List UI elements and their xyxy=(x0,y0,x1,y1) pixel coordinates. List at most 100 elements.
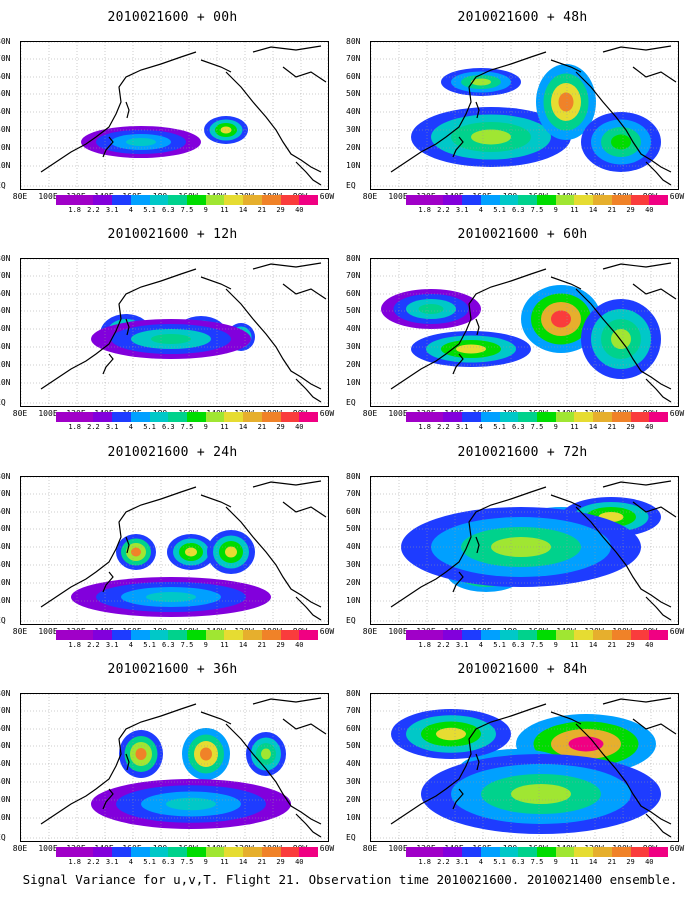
colorbar-swatch xyxy=(93,847,113,857)
variance-contour xyxy=(456,344,486,354)
colorbar-swatch xyxy=(574,630,594,640)
colorbar-swatch xyxy=(649,412,669,422)
colorbar-swatch xyxy=(243,630,262,640)
variance-map xyxy=(370,693,679,842)
variance-map xyxy=(370,41,679,190)
colorbar-level-label: 3.1 xyxy=(455,423,469,431)
latitude-tick-label: 80N xyxy=(346,37,361,46)
latitude-tick-label: 30N xyxy=(346,777,361,786)
grid-lines xyxy=(21,42,328,189)
colorbar-swatch xyxy=(56,630,75,640)
latitude-axis: 80N 70N 60N 50N 40N 30N 20N 10N EQ xyxy=(346,255,370,407)
latitude-tick-label: 50N xyxy=(346,306,361,315)
latitude-axis: 80N 70N 60N 50N 40N 30N 20N 10N EQ xyxy=(0,37,20,190)
panel-title: 2010021600 + 60h xyxy=(457,227,588,242)
colorbar: 1.8 2.2 3.1 4 5.1 6.3 7.5 9 11 14 21 29 40 xyxy=(56,630,319,650)
latitude-tick-label: 80N xyxy=(346,254,361,263)
latitude-tick-label: 60N xyxy=(0,724,11,733)
colorbar-level-label: 1.8 xyxy=(418,641,432,649)
colorbar-level-label: 9 xyxy=(203,206,208,214)
latitude-tick-label: 10N xyxy=(346,596,361,605)
latitude-tick-label: 10N xyxy=(0,161,11,170)
latitude-tick-label: 70N xyxy=(0,271,11,280)
variance-contour xyxy=(558,92,574,112)
colorbar-swatch xyxy=(555,630,575,640)
colorbar-swatch xyxy=(649,630,669,640)
colorbar-level-label: 4 xyxy=(128,206,133,214)
colorbar-level-label: 6.3 xyxy=(511,423,525,431)
colorbar-swatch xyxy=(518,847,538,857)
colorbar-level-label: 4 xyxy=(478,423,483,431)
colorbar-level-label: 21 xyxy=(607,641,617,649)
colorbar-swatch xyxy=(499,630,519,640)
coastlines xyxy=(40,697,327,838)
colorbar: 1.8 2.2 3.1 4 5.1 6.3 7.5 9 11 14 21 29 40 xyxy=(56,412,319,432)
colorbar-swatch xyxy=(424,412,444,422)
colorbar-swatch xyxy=(74,630,94,640)
colorbar-swatch xyxy=(593,412,612,422)
latitude-tick-label: 80N xyxy=(0,37,11,46)
colorbar-level-label: 7.5 xyxy=(530,423,544,431)
colorbar-level-label: 3.1 xyxy=(105,641,119,649)
latitude-tick-label: EQ xyxy=(0,181,6,190)
map-panel-48h: 2010021600 + 48h 80N 70N 60N 50N 40N 30N 20N 10N… xyxy=(346,0,695,225)
colorbar-swatch xyxy=(205,630,225,640)
latitude-tick-label: EQ xyxy=(346,833,356,842)
colorbar-swatch xyxy=(149,195,169,205)
colorbar-swatch xyxy=(480,195,500,205)
colorbar-level-label: 3.1 xyxy=(455,206,469,214)
colorbar-swatch xyxy=(112,847,131,857)
latitude-tick-label: 20N xyxy=(346,360,361,369)
latitude-tick-label: 30N xyxy=(346,125,361,134)
colorbar-level-label: 40 xyxy=(645,641,654,649)
latitude-tick-label: 20N xyxy=(0,143,11,152)
map-panel-84h: 2010021600 + 84h 80N 70N 60N 50N 40N 30N 20N 10N… xyxy=(346,652,695,877)
colorbar-level-label: 6.3 xyxy=(511,206,525,214)
panel-title: 2010021600 + 72h xyxy=(457,445,588,460)
variance-contour xyxy=(126,138,156,146)
panel-title: 2010021600 + 00h xyxy=(107,10,238,25)
colorbar-level-label: 4 xyxy=(128,641,133,649)
colorbar-swatch xyxy=(299,847,319,857)
colorbar-swatch xyxy=(56,195,75,205)
colorbar-swatch xyxy=(443,412,463,422)
longitude-tick-label: 60W xyxy=(669,844,685,853)
colorbar-swatch xyxy=(168,412,188,422)
colorbar-swatch xyxy=(112,195,131,205)
longitude-tick-label: 80E xyxy=(12,627,28,636)
colorbar-swatch xyxy=(499,412,519,422)
colorbar-swatch xyxy=(261,630,281,640)
colorbar-swatch xyxy=(130,630,150,640)
colorbar-swatch xyxy=(261,412,281,422)
colorbar-swatch xyxy=(537,630,556,640)
latitude-tick-label: 40N xyxy=(0,107,11,116)
colorbar-level-label: 7.5 xyxy=(530,858,544,866)
longitude-tick-label: 80E xyxy=(12,192,28,201)
colorbar-level-label: 21 xyxy=(607,206,617,214)
variance-shading xyxy=(71,530,271,617)
variance-shading xyxy=(391,709,661,834)
colorbar-level-label: 29 xyxy=(276,641,285,649)
colorbar-swatch xyxy=(462,195,481,205)
colorbar-level-label: 6.3 xyxy=(161,423,175,431)
colorbar-level-label: 7.5 xyxy=(180,858,194,866)
latitude-tick-label: 30N xyxy=(0,342,11,351)
colorbar-swatch xyxy=(74,847,94,857)
colorbar-level-label: 3.1 xyxy=(105,206,119,214)
colorbar-level-label: 2.2 xyxy=(87,641,100,649)
colorbar-level-label: 2.2 xyxy=(437,641,450,649)
latitude-tick-label: 60N xyxy=(0,507,11,516)
colorbar-swatch xyxy=(130,847,150,857)
map-panel-72h: 2010021600 + 72h 80N 70N 60N 50N 40N 30N 20N 10N… xyxy=(346,435,695,660)
longitude-tick-label: 80E xyxy=(12,409,28,418)
colorbar-level-label: 29 xyxy=(626,641,635,649)
colorbar-swatch xyxy=(480,630,500,640)
latitude-tick-label: 10N xyxy=(346,161,361,170)
map-panel-36h: 2010021600 + 36h 80N 70N 60N 50N 40N 30N 20N 10N… xyxy=(0,652,345,877)
colorbar-swatch xyxy=(280,412,300,422)
latitude-tick-label: 30N xyxy=(0,777,11,786)
colorbar-level-label: 21 xyxy=(257,858,267,866)
colorbar-level-label: 9 xyxy=(553,423,558,431)
colorbar-swatch xyxy=(168,195,188,205)
colorbar-level-label: 5.1 xyxy=(493,641,506,649)
